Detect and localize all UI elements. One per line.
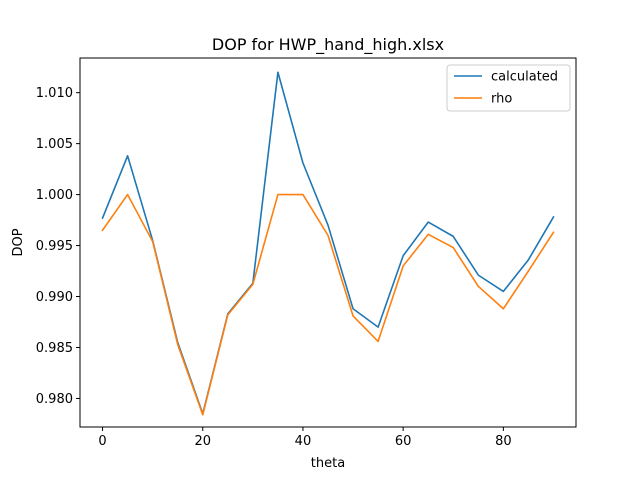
data-point-calculated [478,274,480,276]
plot-frame [79,57,577,428]
data-point-rho [377,341,379,343]
data-point-calculated [427,221,429,223]
x-tick-label: 80 [495,434,512,449]
plot-area [80,58,576,427]
data-point-rho [227,314,229,316]
legend: calculated rho [446,64,571,112]
y-tick-label: 1.010 [36,86,73,101]
data-point-calculated [553,216,555,218]
data-point-calculated [452,236,454,238]
y-axis: 0.980 0.985 0.990 0.995 1.000 1.005 1.010 [36,86,80,407]
data-point-rho [553,232,555,234]
data-point-calculated [503,291,505,293]
data-point-rho [127,194,129,196]
data-point-calculated [402,255,404,257]
data-point-calculated [327,224,329,226]
data-point-calculated [102,217,104,219]
x-axis: 0 20 40 60 80 [98,427,512,449]
data-point-rho [452,247,454,249]
data-point-rho [427,234,429,236]
data-point-rho [402,265,404,267]
data-point-rho [302,194,304,196]
data-point-rho [503,308,505,310]
legend-label-rho: rho [491,92,512,107]
chart-title: DOP for HWP_hand_high.xlsx [212,35,444,55]
x-tick-label: 0 [98,434,106,449]
data-point-calculated [127,155,129,157]
y-tick-label: 1.000 [36,188,73,203]
x-tick-label: 60 [395,434,412,449]
data-point-calculated [377,326,379,328]
y-tick-label: 1.005 [36,137,73,152]
x-tick-label: 40 [295,434,312,449]
series-layer [101,71,555,416]
data-point-rho [352,315,354,317]
data-point-calculated [277,71,279,73]
data-point-rho [528,270,530,272]
data-point-rho [152,241,154,243]
x-axis-title: theta [311,456,345,471]
y-axis-title: DOP [11,228,26,256]
data-point-rho [327,235,329,237]
y-tick-label: 0.980 [36,392,73,407]
data-point-rho [202,414,204,416]
data-point-calculated [528,259,530,261]
data-point-calculated [352,308,354,310]
y-tick-label: 0.985 [36,341,73,356]
legend-label-calculated: calculated [491,70,558,85]
data-point-rho [252,283,254,285]
data-point-rho [177,344,179,346]
x-tick-label: 20 [194,434,211,449]
series-line-rho [101,193,555,416]
y-tick-label: 0.995 [36,239,73,254]
data-point-rho [478,286,480,288]
data-point-calculated [302,162,304,164]
data-point-rho [102,229,104,231]
data-point-rho [277,194,279,196]
y-tick-label: 0.990 [36,290,73,305]
